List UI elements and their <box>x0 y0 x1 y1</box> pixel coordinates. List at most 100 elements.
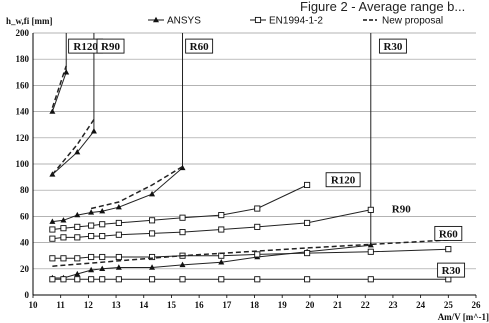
data-point <box>74 211 81 218</box>
legend-label: ANSYS <box>167 16 201 27</box>
series-line <box>52 244 371 279</box>
annotation-label: R120 <box>331 175 356 187</box>
figure-caption: Figure 2 - Average range b... <box>300 0 465 14</box>
x-tick-label: 26 <box>472 300 482 310</box>
data-point <box>99 232 106 240</box>
y-tick-label: 160 <box>16 80 30 90</box>
data-point <box>149 190 156 197</box>
annotation-label: R60 <box>190 41 209 53</box>
data-point <box>88 253 95 261</box>
series-line <box>51 119 95 175</box>
data-point <box>179 261 186 268</box>
data-point <box>88 222 95 229</box>
data-point <box>99 207 106 214</box>
data-point <box>99 221 106 228</box>
data-point <box>304 276 311 283</box>
data-point <box>115 264 122 270</box>
y-axis-label: h_w,fi [mm] <box>6 16 53 26</box>
data-point <box>60 255 67 262</box>
annotation-box <box>437 262 466 278</box>
data-point <box>149 264 156 270</box>
grid <box>33 32 476 270</box>
data-point <box>99 265 106 271</box>
series-line <box>90 165 183 210</box>
data-point <box>115 253 122 261</box>
x-tick-label: 12 <box>84 300 94 310</box>
data-point <box>367 206 374 213</box>
data-point <box>179 214 186 221</box>
y-tick-label: 80 <box>20 185 30 195</box>
data-point <box>49 218 56 224</box>
data-point <box>218 259 225 265</box>
x-tick-label: 15 <box>167 300 177 310</box>
data-point <box>304 181 311 189</box>
x-tick-label: 17 <box>222 300 232 310</box>
x-tick-label: 13 <box>112 300 122 310</box>
data-point <box>218 212 225 219</box>
x-tick-label: 24 <box>416 300 426 310</box>
series-line <box>52 248 449 259</box>
legend-marker <box>153 16 159 23</box>
data-point <box>63 69 70 75</box>
annotation-label: R120 <box>73 41 98 53</box>
x-tick-label: 14 <box>139 300 149 310</box>
data-point <box>254 205 261 212</box>
data-point <box>149 217 156 224</box>
y-tick-label: 180 <box>16 54 30 64</box>
y-tick-label: 40 <box>20 238 30 248</box>
annotation-label: R30 <box>442 265 461 277</box>
x-tick-label: 23 <box>388 300 398 310</box>
data-point <box>74 223 81 230</box>
data-point <box>445 246 452 253</box>
annotation-label: R60 <box>439 228 458 240</box>
x-tick-label: 16 <box>195 300 205 310</box>
data-point <box>74 270 81 277</box>
annotation-label: R30 <box>383 41 402 53</box>
y-tick-label: 140 <box>16 107 30 117</box>
x-axis-label: Am/V [m^-1] <box>438 312 489 322</box>
data-point <box>179 229 186 236</box>
data-point <box>60 276 67 283</box>
data-point <box>218 226 225 233</box>
data-point <box>60 217 67 223</box>
data-point <box>218 276 225 283</box>
data-point <box>367 242 374 248</box>
y-tick-label: 100 <box>16 159 30 169</box>
data-point <box>254 251 261 258</box>
x-tick-label: 10 <box>29 300 39 310</box>
data-point <box>149 276 156 283</box>
data-point <box>149 253 156 261</box>
data-point <box>74 255 81 262</box>
annotation-box <box>434 225 463 241</box>
x-tick-label: 18 <box>250 300 260 310</box>
data-point <box>254 223 261 230</box>
x-tick-label: 11 <box>56 300 65 310</box>
data-point <box>179 276 186 283</box>
series-line <box>52 239 449 267</box>
data-point <box>90 128 97 134</box>
x-tick-label: 20 <box>305 300 315 310</box>
annotation-box <box>325 172 361 188</box>
data-point <box>88 276 95 283</box>
data-point <box>149 230 156 237</box>
data-point <box>115 276 122 283</box>
data-point <box>304 250 311 257</box>
data-point <box>49 255 56 262</box>
legend-label: New proposal <box>382 16 443 27</box>
data-point <box>49 108 56 114</box>
data-point <box>367 248 374 255</box>
y-tick-label: 0 <box>25 290 30 300</box>
data-point <box>115 219 122 227</box>
annotation-box <box>185 38 214 54</box>
series-line <box>51 72 67 112</box>
legend-label: EN1994-1-2 <box>269 16 323 27</box>
annotation-label: R90 <box>392 204 411 216</box>
data-point <box>74 149 81 155</box>
data-point <box>254 276 261 283</box>
data-point <box>49 226 56 233</box>
series-line <box>52 167 183 223</box>
data-point <box>367 276 374 283</box>
series-line <box>51 65 67 108</box>
